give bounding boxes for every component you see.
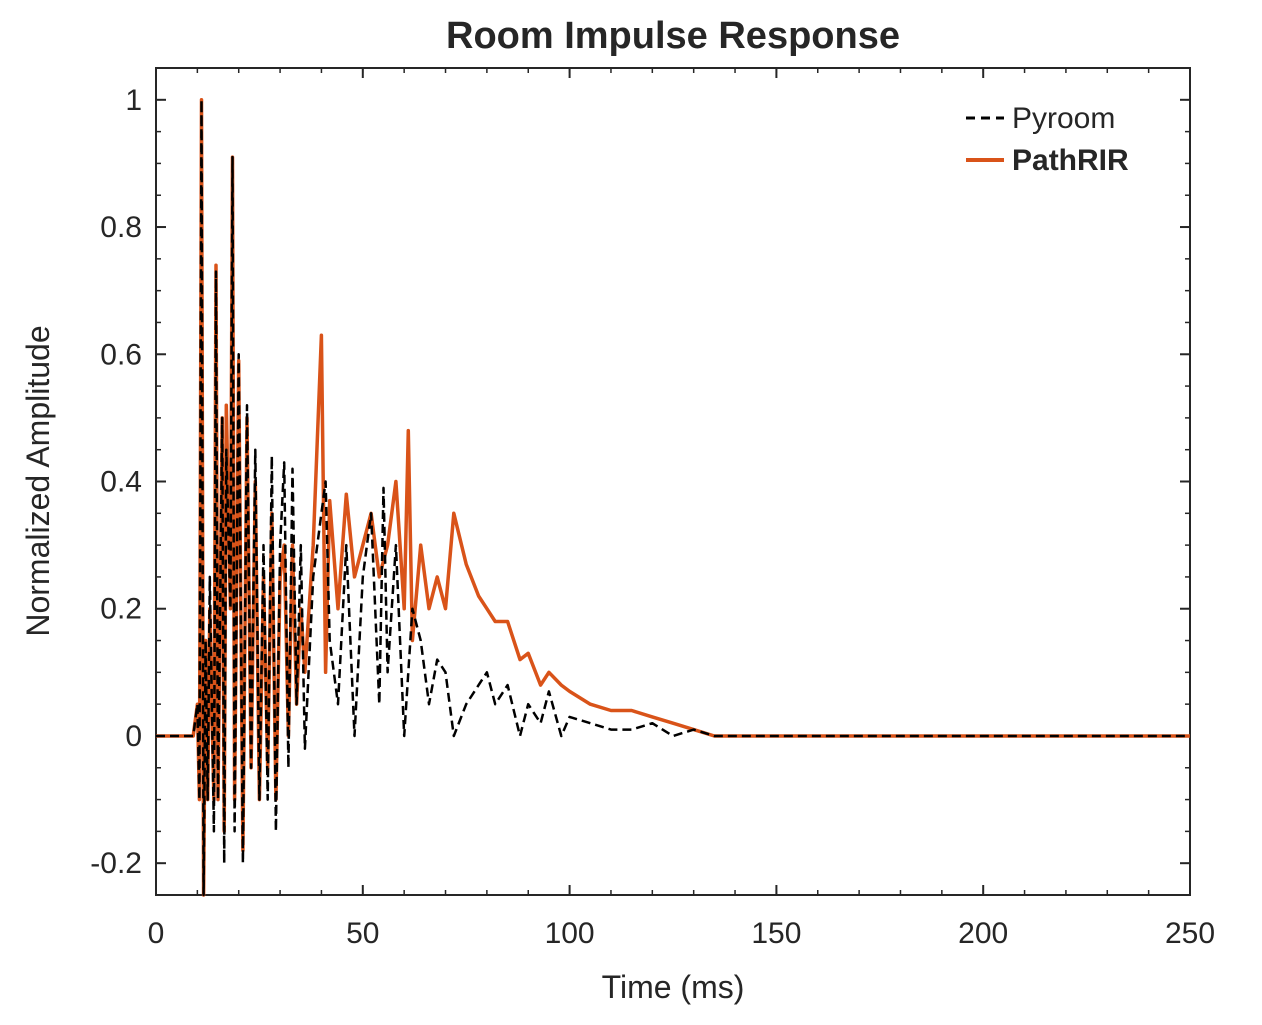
y-tick-label: -0.2 xyxy=(90,847,142,880)
x-tick-label: 200 xyxy=(958,917,1008,950)
x-tick-label: 0 xyxy=(148,917,165,950)
plot-area: 0 50 100 150 200 250 -0.2 0 0.2 0.4 0.6 0.8 1 xyxy=(90,67,1215,950)
y-tick-label: 0 xyxy=(125,720,142,753)
series-line-pyroom xyxy=(156,98,1190,897)
x-tick-label: 100 xyxy=(545,917,595,950)
axis-minor-ticks xyxy=(155,67,1191,896)
legend-label-pyroom: Pyroom xyxy=(1012,102,1115,135)
y-axis-label: Normalized Amplitude xyxy=(20,325,56,636)
x-tick-label: 150 xyxy=(751,917,801,950)
y-tick-label: 1 xyxy=(125,84,142,117)
y-tick-label: 0.6 xyxy=(100,338,142,371)
series-line-pathrir xyxy=(156,98,1190,897)
y-tick-label: 0.4 xyxy=(100,466,142,499)
x-tick-label: 50 xyxy=(346,917,379,950)
y-tick-label: 0.8 xyxy=(100,211,142,244)
chart-title: Room Impulse Response xyxy=(446,15,900,57)
x-tick-label: 250 xyxy=(1165,917,1215,950)
plot-frame xyxy=(155,67,1191,896)
legend-label-pathrir: PathRIR xyxy=(1012,144,1129,177)
y-tick-labels: -0.2 0 0.2 0.4 0.6 0.8 1 xyxy=(90,84,142,880)
legend: Pyroom PathRIR xyxy=(966,102,1129,177)
x-tick-labels: 0 50 100 150 200 250 xyxy=(148,917,1215,950)
series-layer xyxy=(156,98,1190,897)
y-tick-label: 0.2 xyxy=(100,593,142,626)
x-axis-label: Time (ms) xyxy=(602,969,745,1005)
